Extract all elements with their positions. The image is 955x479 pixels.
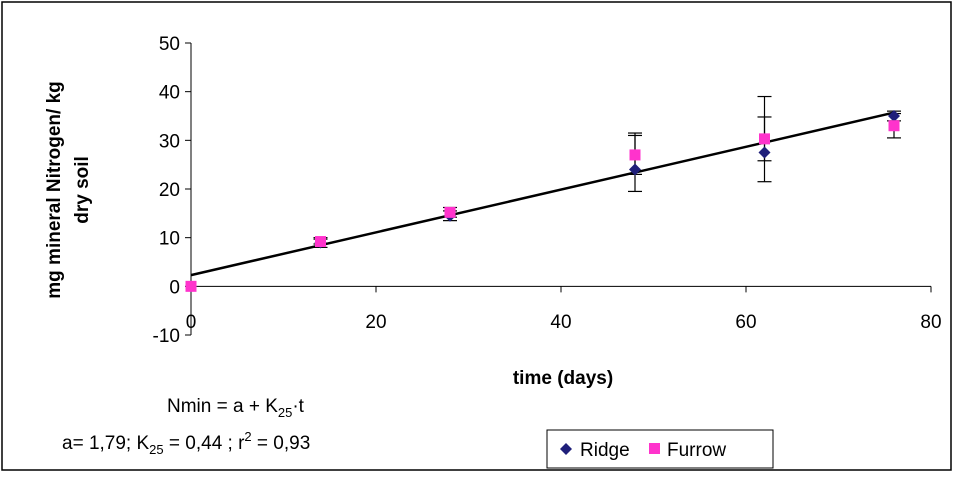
equation-1-post: ·t <box>292 396 304 417</box>
equation-line-2: a= 1,79; K25 = 0,44 ; r2 = 0,93 <box>62 429 310 457</box>
legend-ridge-marker <box>560 443 572 455</box>
ridge-point <box>758 146 771 159</box>
furrow-point <box>888 120 900 132</box>
equation-2-sub: 25 <box>149 442 163 457</box>
legend-ridge-label: Ridge <box>580 440 630 461</box>
equation-1-pre: Nmin = a + K <box>167 396 278 417</box>
x-tick-label: 40 <box>550 312 571 333</box>
legend-furrow-marker <box>649 443 660 454</box>
trendline-layer <box>190 111 895 277</box>
x-axis-label: time (days) <box>513 368 613 389</box>
ridge-point <box>888 110 900 122</box>
y-tick-label: -10 <box>153 326 180 347</box>
equation-2-a: a= 1,79; K <box>62 433 149 454</box>
equation-2-sup: 2 <box>244 429 251 444</box>
y-tick-label: 30 <box>159 131 180 152</box>
y-tick-label: 20 <box>159 180 180 201</box>
x-tick-label: 20 <box>365 312 386 333</box>
furrow-point <box>444 206 456 218</box>
equation-line-1: Nmin = a + K25·t <box>167 396 305 420</box>
x-tick-label: 60 <box>735 312 756 333</box>
marker-layer <box>185 110 900 293</box>
y-tick-label: 10 <box>159 229 180 250</box>
legend-furrow-label: Furrow <box>667 440 726 461</box>
y-tick-label: 50 <box>159 34 180 55</box>
ridge-point <box>629 163 641 176</box>
furrow-point <box>315 236 326 248</box>
y-tick-label: 0 <box>169 277 180 298</box>
y-axis-label: mg mineral Nitrogen/ kg dry soil <box>44 81 93 298</box>
equation-1-sub: 25 <box>278 405 292 420</box>
y-axis-label-line-1: mg mineral Nitrogen/ kg <box>44 81 65 298</box>
chart-frame <box>1 1 952 471</box>
axes-layer: -10 0 10 20 30 40 50 0 20 40 60 80 <box>153 34 942 347</box>
furrow-point <box>629 149 641 161</box>
y-axis-label-line-2: dry soil <box>72 156 93 224</box>
equation-2-b: = 0,44 ; r <box>164 433 245 454</box>
legend: Ridge Furrow <box>546 429 774 469</box>
y-tick-label: 40 <box>159 83 180 104</box>
furrow-point <box>185 280 197 292</box>
equation-2-c: = 0,93 <box>252 433 311 454</box>
furrow-point <box>759 133 770 145</box>
x-tick-label: 0 <box>186 312 197 333</box>
trendline <box>190 111 895 277</box>
x-tick-label: 80 <box>920 312 941 333</box>
